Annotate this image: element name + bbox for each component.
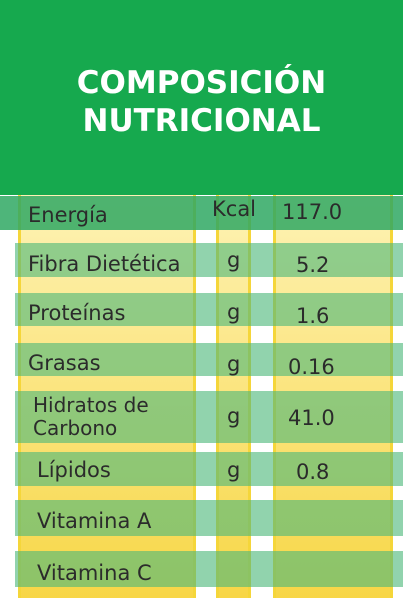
nutrient-value: 1.6 bbox=[296, 304, 329, 328]
nutrient-name: Vitamina C bbox=[37, 561, 152, 585]
nutrient-value: 0.8 bbox=[296, 460, 329, 484]
nutrient-unit: g bbox=[227, 300, 240, 324]
nutrient-unit: g bbox=[227, 248, 240, 272]
nutrient-unit: g bbox=[227, 404, 240, 428]
nutrient-value: 117.0 bbox=[282, 200, 342, 224]
nutrient-name: Grasas bbox=[28, 351, 101, 375]
nutrient-name: Hidratos de bbox=[33, 394, 149, 416]
nutrient-name: Carbono bbox=[33, 417, 117, 439]
nutrient-value: 5.2 bbox=[296, 253, 329, 277]
nutrient-value: 41.0 bbox=[288, 406, 335, 430]
nutrient-name: Vitamina A bbox=[37, 509, 151, 533]
nutrient-name: Lípidos bbox=[37, 458, 111, 482]
nutrient-name: Proteínas bbox=[28, 301, 125, 325]
nutrient-unit: g bbox=[227, 352, 240, 376]
nutrient-unit: Kcal bbox=[212, 197, 256, 221]
nutrient-unit: g bbox=[227, 458, 240, 482]
nutrient-value: 0.16 bbox=[288, 355, 335, 379]
nutrient-name: Fibra Dietética bbox=[28, 252, 180, 276]
title-line-2: NUTRICIONAL bbox=[0, 103, 403, 139]
nutrient-name: Energía bbox=[28, 203, 108, 227]
title-line-1: COMPOSICIÓN bbox=[0, 65, 403, 101]
